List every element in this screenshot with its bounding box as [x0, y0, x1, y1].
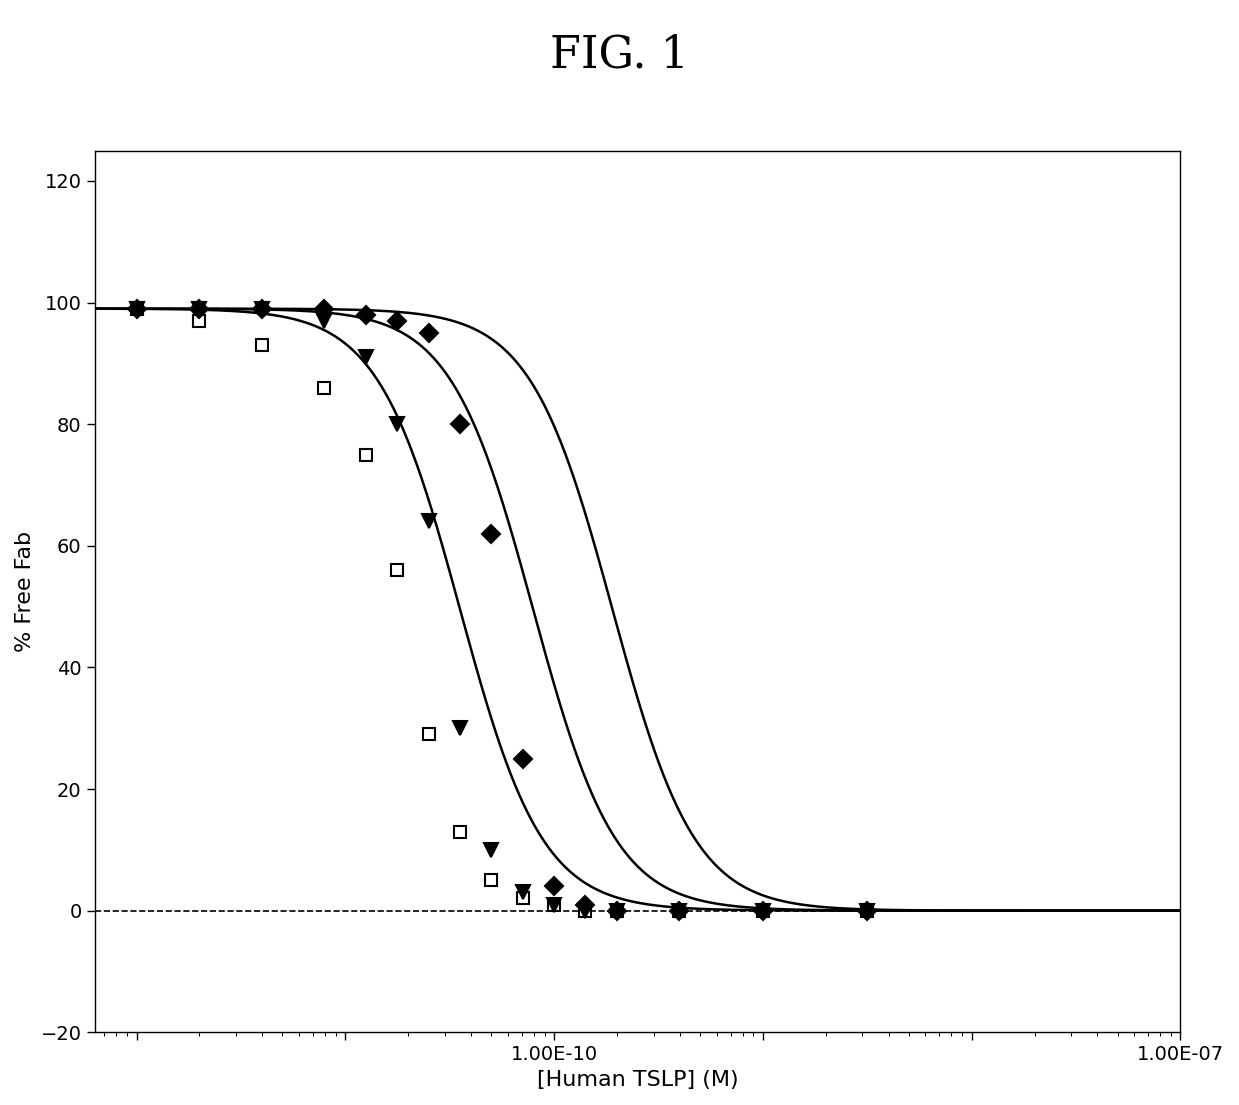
X-axis label: [Human TSLP] (M): [Human TSLP] (M): [536, 1070, 738, 1090]
Text: FIG. 1: FIG. 1: [550, 33, 689, 76]
Y-axis label: % Free Fab: % Free Fab: [15, 530, 35, 652]
